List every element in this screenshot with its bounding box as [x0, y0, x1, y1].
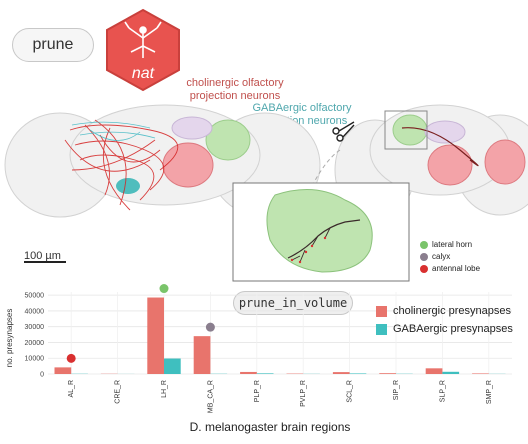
- scissors-icon: [332, 121, 355, 142]
- scale-bar-label: 100 µm: [24, 250, 61, 262]
- neuron-icon: [124, 21, 162, 58]
- bar-gabaergic-SCL_R: [349, 373, 367, 374]
- antennal-lobe-dot: [420, 264, 428, 273]
- presynapse-bar-chart: 0 10000 20000 30000 40000 50000 AL_R CRE_R LH_R…: [5, 284, 512, 413]
- legend-gabaergic-label: GABAergic presynapses: [393, 323, 513, 335]
- bar-cholinergic-AL_R: [54, 367, 72, 374]
- x-axis-title: D. melanogaster brain regions: [189, 420, 351, 434]
- bar-cholinergic-SMP_R: [472, 373, 489, 374]
- prune-button[interactable]: prune: [12, 28, 94, 62]
- calyx-label: calyx: [432, 252, 451, 261]
- legend-cholinergic: cholinergic presynapses: [376, 305, 511, 317]
- x-tick-label: SLP_R: [439, 380, 446, 402]
- y-tick-label: 0: [40, 372, 44, 379]
- x-tick-label: SCL_R: [347, 380, 354, 403]
- brain-renderings: [4, 104, 528, 282]
- y-axis-title: no. presynapses: [5, 309, 14, 368]
- gaba-tangle: [71, 121, 156, 141]
- y-tick-label: 40000: [25, 308, 45, 315]
- x-tick-label: PLP_R: [254, 380, 261, 402]
- marker-LH_R: [159, 284, 169, 294]
- inset-legend-lateral-horn: lateral horn: [420, 240, 472, 249]
- calyx-dot: [420, 252, 428, 261]
- x-tick-labels: AL_R CRE_R LH_R MB_CA_R PLP_R PVLP_R SCL_R SIP_…: [68, 380, 493, 413]
- bar-gabaergic-LH_R: [164, 358, 181, 374]
- marker-AL_R: [66, 353, 76, 363]
- bar-cholinergic-SCL_R: [332, 372, 350, 374]
- gabaergic-swatch: [376, 323, 387, 335]
- bar-cholinergic-LH_R: [147, 297, 164, 374]
- x-tick-label: AL_R: [68, 380, 75, 398]
- logo-text: nat: [132, 65, 155, 82]
- cholinergic-swatch: [376, 305, 387, 317]
- x-tick-label: CRE_R: [115, 380, 122, 404]
- cholinergic-label: cholinergic olfactory projection neurons: [186, 77, 284, 102]
- inset-legend-calyx: calyx: [420, 252, 450, 261]
- nat-logo: nat: [106, 8, 180, 92]
- x-tick-label: MB_CA_R: [207, 380, 214, 413]
- x-tick-label: PVLP_R: [300, 380, 307, 407]
- chart-bars: [54, 297, 506, 374]
- legend-cholinergic-label: cholinergic presynapses: [393, 305, 512, 317]
- bar-cholinergic-PLP_R: [240, 371, 257, 374]
- y-tick-label: 10000: [25, 356, 45, 363]
- y-tick-label: 20000: [25, 340, 45, 347]
- lateral-horn-label: lateral horn: [432, 240, 473, 249]
- lateral-horn-dot: [420, 240, 428, 249]
- marker-MB_CA_R: [205, 322, 215, 332]
- y-tick-label: 30000: [25, 324, 45, 331]
- neuron-tangle: [64, 119, 179, 211]
- bar-cholinergic-SLP_R: [425, 368, 443, 374]
- region-markers: [66, 284, 215, 363]
- x-tick-label: SIP_R: [393, 380, 400, 400]
- y-tick-label: 50000: [25, 293, 45, 300]
- inset-legend-antennal-lobe: antennal lobe: [420, 264, 480, 273]
- zoom-box: [384, 110, 428, 150]
- function-name-label: prune_in_volume: [238, 296, 348, 310]
- bar-gabaergic-SLP_R: [442, 371, 460, 374]
- lateral-horn-mesh: [266, 189, 373, 273]
- y-tick-labels: 0 10000 20000 30000 40000 50000: [25, 293, 45, 379]
- bar-cholinergic-SIP_R: [379, 373, 396, 374]
- antennal-lobe-label: antennal lobe: [432, 264, 481, 273]
- bar-gabaergic-PLP_R: [256, 373, 274, 374]
- right-brain-regions: [392, 114, 526, 186]
- prune-button-label: prune: [32, 36, 74, 53]
- x-tick-label: LH_R: [161, 380, 168, 398]
- bar-cholinergic-MB_CA_R: [193, 336, 211, 374]
- x-tick-label: SMP_R: [486, 380, 493, 404]
- legend-gabaergic: GABAergic presynapses: [376, 323, 513, 335]
